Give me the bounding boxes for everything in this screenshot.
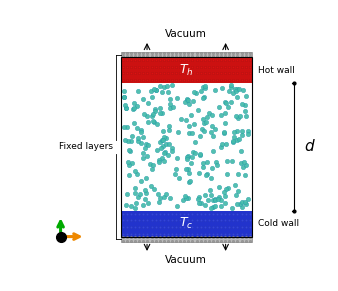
- Bar: [121, 83, 252, 211]
- Text: Vacuum: Vacuum: [165, 29, 207, 39]
- Text: Fixed layers: Fixed layers: [59, 143, 113, 151]
- Bar: [121, 57, 252, 83]
- Text: Hot wall: Hot wall: [258, 66, 295, 75]
- Text: $T_h$: $T_h$: [179, 63, 194, 78]
- Text: $T_c$: $T_c$: [179, 216, 193, 231]
- Bar: [121, 237, 252, 242]
- Bar: [121, 211, 252, 237]
- Text: d: d: [304, 139, 314, 155]
- Text: Cold wall: Cold wall: [258, 219, 299, 228]
- Bar: [121, 52, 252, 57]
- Text: Vacuum: Vacuum: [165, 255, 207, 265]
